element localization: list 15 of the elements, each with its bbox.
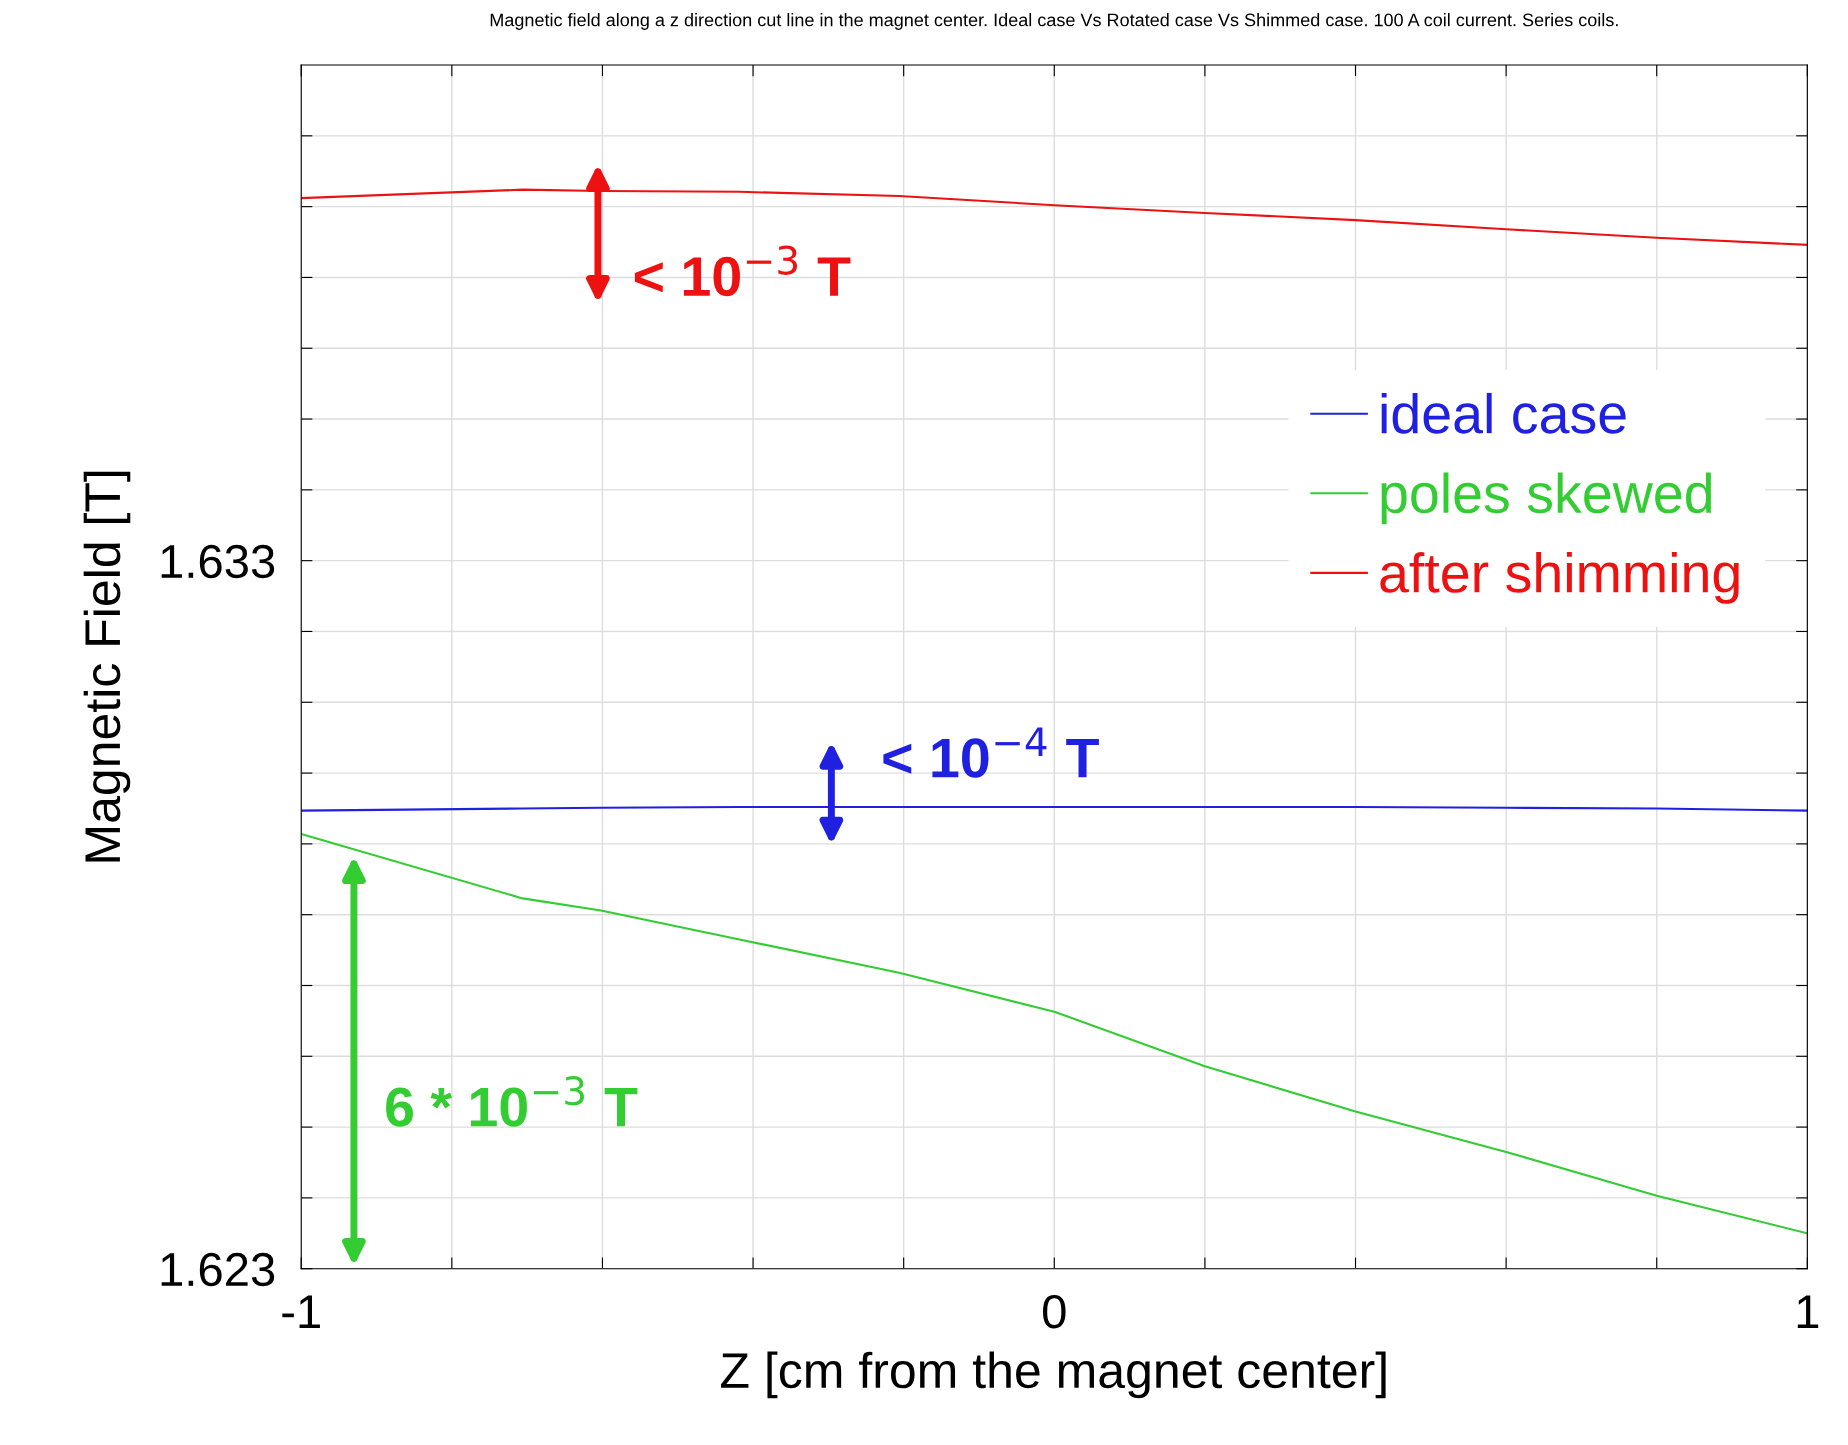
x-tick-label: 1 [1797,1295,1819,1328]
line-series [301,832,1808,1235]
x-axis-title: Z [cm from the magnet center] [721,1351,1386,1399]
legend-label: ideal case [1381,392,1626,434]
y-tick-label: 1.633 [161,544,275,579]
legend-label: after shimming [1380,552,1739,604]
x-tick-label: 0 [1043,1294,1066,1329]
annotation: < 10$^{−3}$ T [634,245,851,297]
y-axis-title: Magnetic Field [T] [83,471,131,862]
legend-label: poles skewed [1381,472,1712,525]
annotation: 6 * 10$^{−3}$ T [386,1076,638,1127]
x-tick-label: -1 [282,1295,320,1328]
chart-title: Magnetic field along a z direction cut line in the magnet center. Ideal case Vs Rotated case Vs Shimmed case. 100 A coil current. Series coils. [490,13,1618,30]
y-tick-label: 1.623 [161,1252,275,1287]
annotation: < 10$^{−4}$ T [883,727,1099,778]
